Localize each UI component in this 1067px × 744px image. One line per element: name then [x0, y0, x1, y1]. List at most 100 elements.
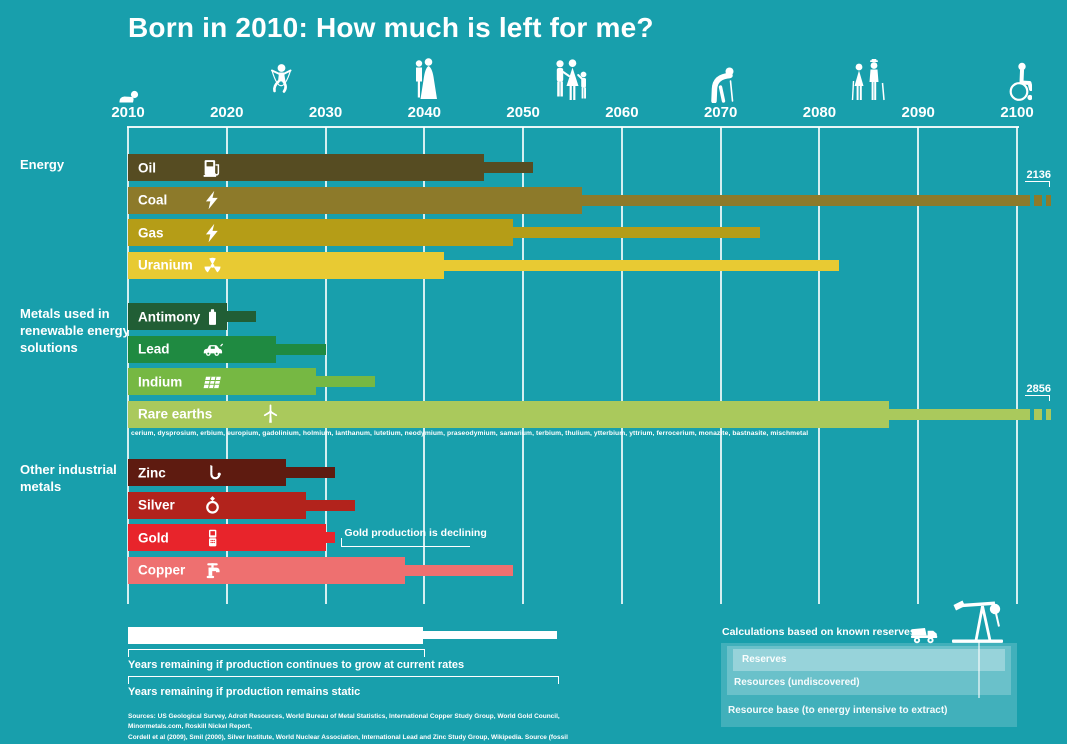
bar-grow-coal: Coal	[128, 186, 583, 214]
bar-grow-oil: Oil	[128, 154, 484, 181]
bar-grow-copper: Copper	[128, 556, 405, 584]
bar-static	[404, 564, 514, 576]
gridline-2070	[719, 127, 722, 604]
legend-thick-bar	[128, 627, 423, 644]
bar-static	[227, 311, 257, 322]
beyond-year-label: 2136	[1026, 168, 1051, 181]
wheelchair-icon	[1002, 61, 1032, 103]
gridline-2060	[620, 127, 623, 604]
gridline-2020	[225, 127, 228, 604]
ring-icon	[202, 495, 223, 516]
gridline-2090	[917, 127, 920, 604]
resource-base-box	[721, 643, 1017, 727]
gridline-2010	[127, 127, 129, 604]
section-label: Other industrial metals	[20, 462, 117, 494]
axis-year-label: 2010	[111, 104, 145, 121]
battery-icon	[202, 306, 223, 327]
reserves-box	[733, 649, 1005, 671]
beyond-bracket	[1025, 180, 1050, 187]
electric-car-icon	[202, 339, 223, 360]
dump-truck-icon	[910, 626, 946, 644]
bar-static	[276, 343, 326, 355]
bar-static	[325, 532, 336, 544]
gridline-2030	[324, 127, 327, 604]
bar-static	[444, 259, 840, 271]
legend-thin-bar	[423, 631, 557, 639]
row-label: Silver	[138, 497, 175, 513]
row-label: Oil	[138, 160, 157, 175]
legend-static-bracket	[128, 676, 559, 684]
resources-layer-label: Resources (undiscovered)	[734, 677, 860, 688]
gold-declining-bracket	[341, 538, 471, 548]
row-label: Rare earths	[138, 406, 213, 422]
elderly-couple-icon	[849, 59, 889, 103]
bar-grow-zinc: Zinc	[128, 459, 287, 486]
wedding-couple-icon	[411, 57, 438, 103]
bar-grow-gold: Gold	[128, 524, 326, 552]
bar-grow-rare-earths: Rare earths	[128, 400, 889, 428]
reserves-layer-label: Reserves	[742, 654, 787, 665]
axis-year-label: 2080	[802, 104, 837, 121]
wind-turbine-icon	[260, 404, 281, 425]
axis-year-label: 2100	[1000, 104, 1034, 121]
bar-grow-silver: Silver	[128, 491, 306, 519]
resources-box	[727, 646, 1011, 695]
axis-year-label: 2050	[506, 104, 540, 121]
row-label: Uranium	[138, 257, 193, 273]
gridline-2080	[818, 127, 821, 604]
row-label: Lead	[138, 341, 170, 357]
bar-static	[513, 227, 761, 239]
row-label: Coal	[138, 192, 168, 208]
tap-icon	[202, 560, 223, 581]
bar-static-offchart	[888, 408, 1030, 420]
bar-grow-lead: Lead	[128, 335, 277, 363]
legend-static-label: Years remaining if production remains st…	[128, 686, 361, 698]
lightning-bolt-icon	[202, 190, 223, 211]
bar-grow-antimony: Antimony	[128, 303, 227, 330]
row-label: Indium	[138, 374, 183, 390]
elderly-bent-icon	[705, 61, 737, 103]
axis-year-label: 2090	[901, 104, 935, 121]
section-label: Energy	[20, 157, 65, 172]
section-label: Metals used in renewable energy solution…	[20, 306, 130, 355]
baby-icon	[117, 90, 139, 103]
bar-static-dash	[1046, 408, 1051, 420]
row-label: Copper	[138, 562, 186, 578]
beyond-bracket	[1025, 394, 1050, 401]
sources-line2: Cordell et al (2009), Smil (2000), Silve…	[128, 733, 568, 741]
drill-line	[978, 640, 980, 698]
rare-earth-elements-note: cerium, dysprosium, erbium, europium, ga…	[131, 429, 809, 437]
bar-static	[286, 467, 336, 478]
bar-static-offchart	[582, 194, 1030, 206]
solar-panel-icon	[202, 371, 223, 392]
bar-static	[483, 162, 533, 173]
bar-grow-gas: Gas	[128, 219, 514, 247]
sources-note: Sources: US Geological Survey, Adroit Re…	[128, 712, 588, 744]
beyond-year-label: 2856	[1026, 382, 1051, 395]
axis-year-label: 2030	[308, 104, 343, 121]
mobile-phone-icon	[202, 527, 223, 548]
axis-year-label: 2040	[407, 104, 442, 121]
child-jumping-rope-icon	[267, 63, 295, 103]
bar-static-dash	[1034, 408, 1042, 420]
lightning-bolt-icon	[202, 222, 223, 243]
gridline-2100	[1016, 127, 1018, 604]
page-title: Born in 2010: How much is left for me?	[128, 12, 654, 43]
bar-static-dash	[1034, 194, 1042, 206]
axis-year-label: 2020	[210, 104, 244, 121]
bar-grow-uranium: Uranium	[128, 251, 445, 279]
bar-static	[315, 376, 375, 388]
bar-static	[305, 499, 356, 511]
row-label: Antimony	[138, 309, 201, 324]
gridline-2050	[522, 127, 525, 604]
row-label: Gold	[138, 530, 169, 546]
bar-static-dash	[1046, 194, 1051, 206]
reserves-legend-heading: Calculations based on known reserves:	[722, 626, 920, 638]
saxophone-icon	[202, 462, 223, 483]
row-label: Zinc	[138, 465, 166, 480]
bar-grow-indium: Indium	[128, 368, 316, 396]
axis-year-label: 2060	[605, 104, 639, 121]
axis-year-label: 2070	[703, 104, 738, 121]
sources-line1: Sources: US Geological Survey, Adroit Re…	[128, 713, 560, 731]
